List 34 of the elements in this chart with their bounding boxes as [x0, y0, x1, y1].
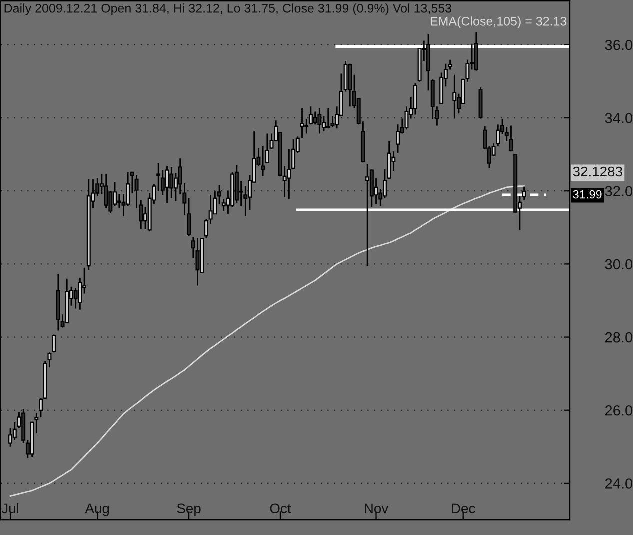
candlestick	[156, 162, 161, 192]
y-tick-label: 36.0	[605, 40, 633, 50]
y-tick-label: 26.0	[605, 405, 633, 416]
candlestick	[326, 108, 330, 130]
candlestick	[104, 174, 108, 209]
x-tick-label: Sep	[177, 504, 201, 516]
line-series	[10, 186, 525, 497]
candlestick	[509, 124, 514, 152]
candlestick	[218, 184, 222, 205]
candlestick	[413, 82, 418, 116]
candlestick	[52, 334, 56, 354]
candlestick	[170, 166, 174, 200]
candlestick	[452, 74, 457, 120]
y-tick-label: 28.0	[605, 332, 633, 343]
text: 32.1283	[573, 166, 622, 177]
candlestick	[261, 146, 266, 178]
y-tick-label: 32.0	[605, 186, 633, 197]
x-tick-label: Aug	[85, 504, 110, 516]
y-tick-label: 24.0	[605, 478, 633, 489]
candlestick	[404, 106, 409, 130]
x-tick-label: Nov	[365, 504, 389, 514]
y-tick-label: 30.0	[605, 259, 633, 270]
chart-title: Daily 2009.12.21 Open 31.84, Hi 32.12, Lo 31.75, Close 31.99 (0.9%) Vol 13,553	[4, 4, 452, 16]
candlestick	[318, 108, 322, 134]
candlestick	[287, 148, 292, 200]
candlestick	[165, 166, 170, 204]
candlestick	[313, 111, 318, 126]
x-tick-label: Oct	[270, 504, 292, 514]
text: 31.99	[573, 190, 602, 199]
x-tick-label: Dec	[452, 504, 476, 514]
y-tick-label: 34.0	[605, 113, 633, 124]
x-tick-label: Jul	[2, 503, 18, 514]
text: EMA(Close,105) = 32.13	[430, 16, 567, 28]
candlestick	[78, 277, 82, 311]
